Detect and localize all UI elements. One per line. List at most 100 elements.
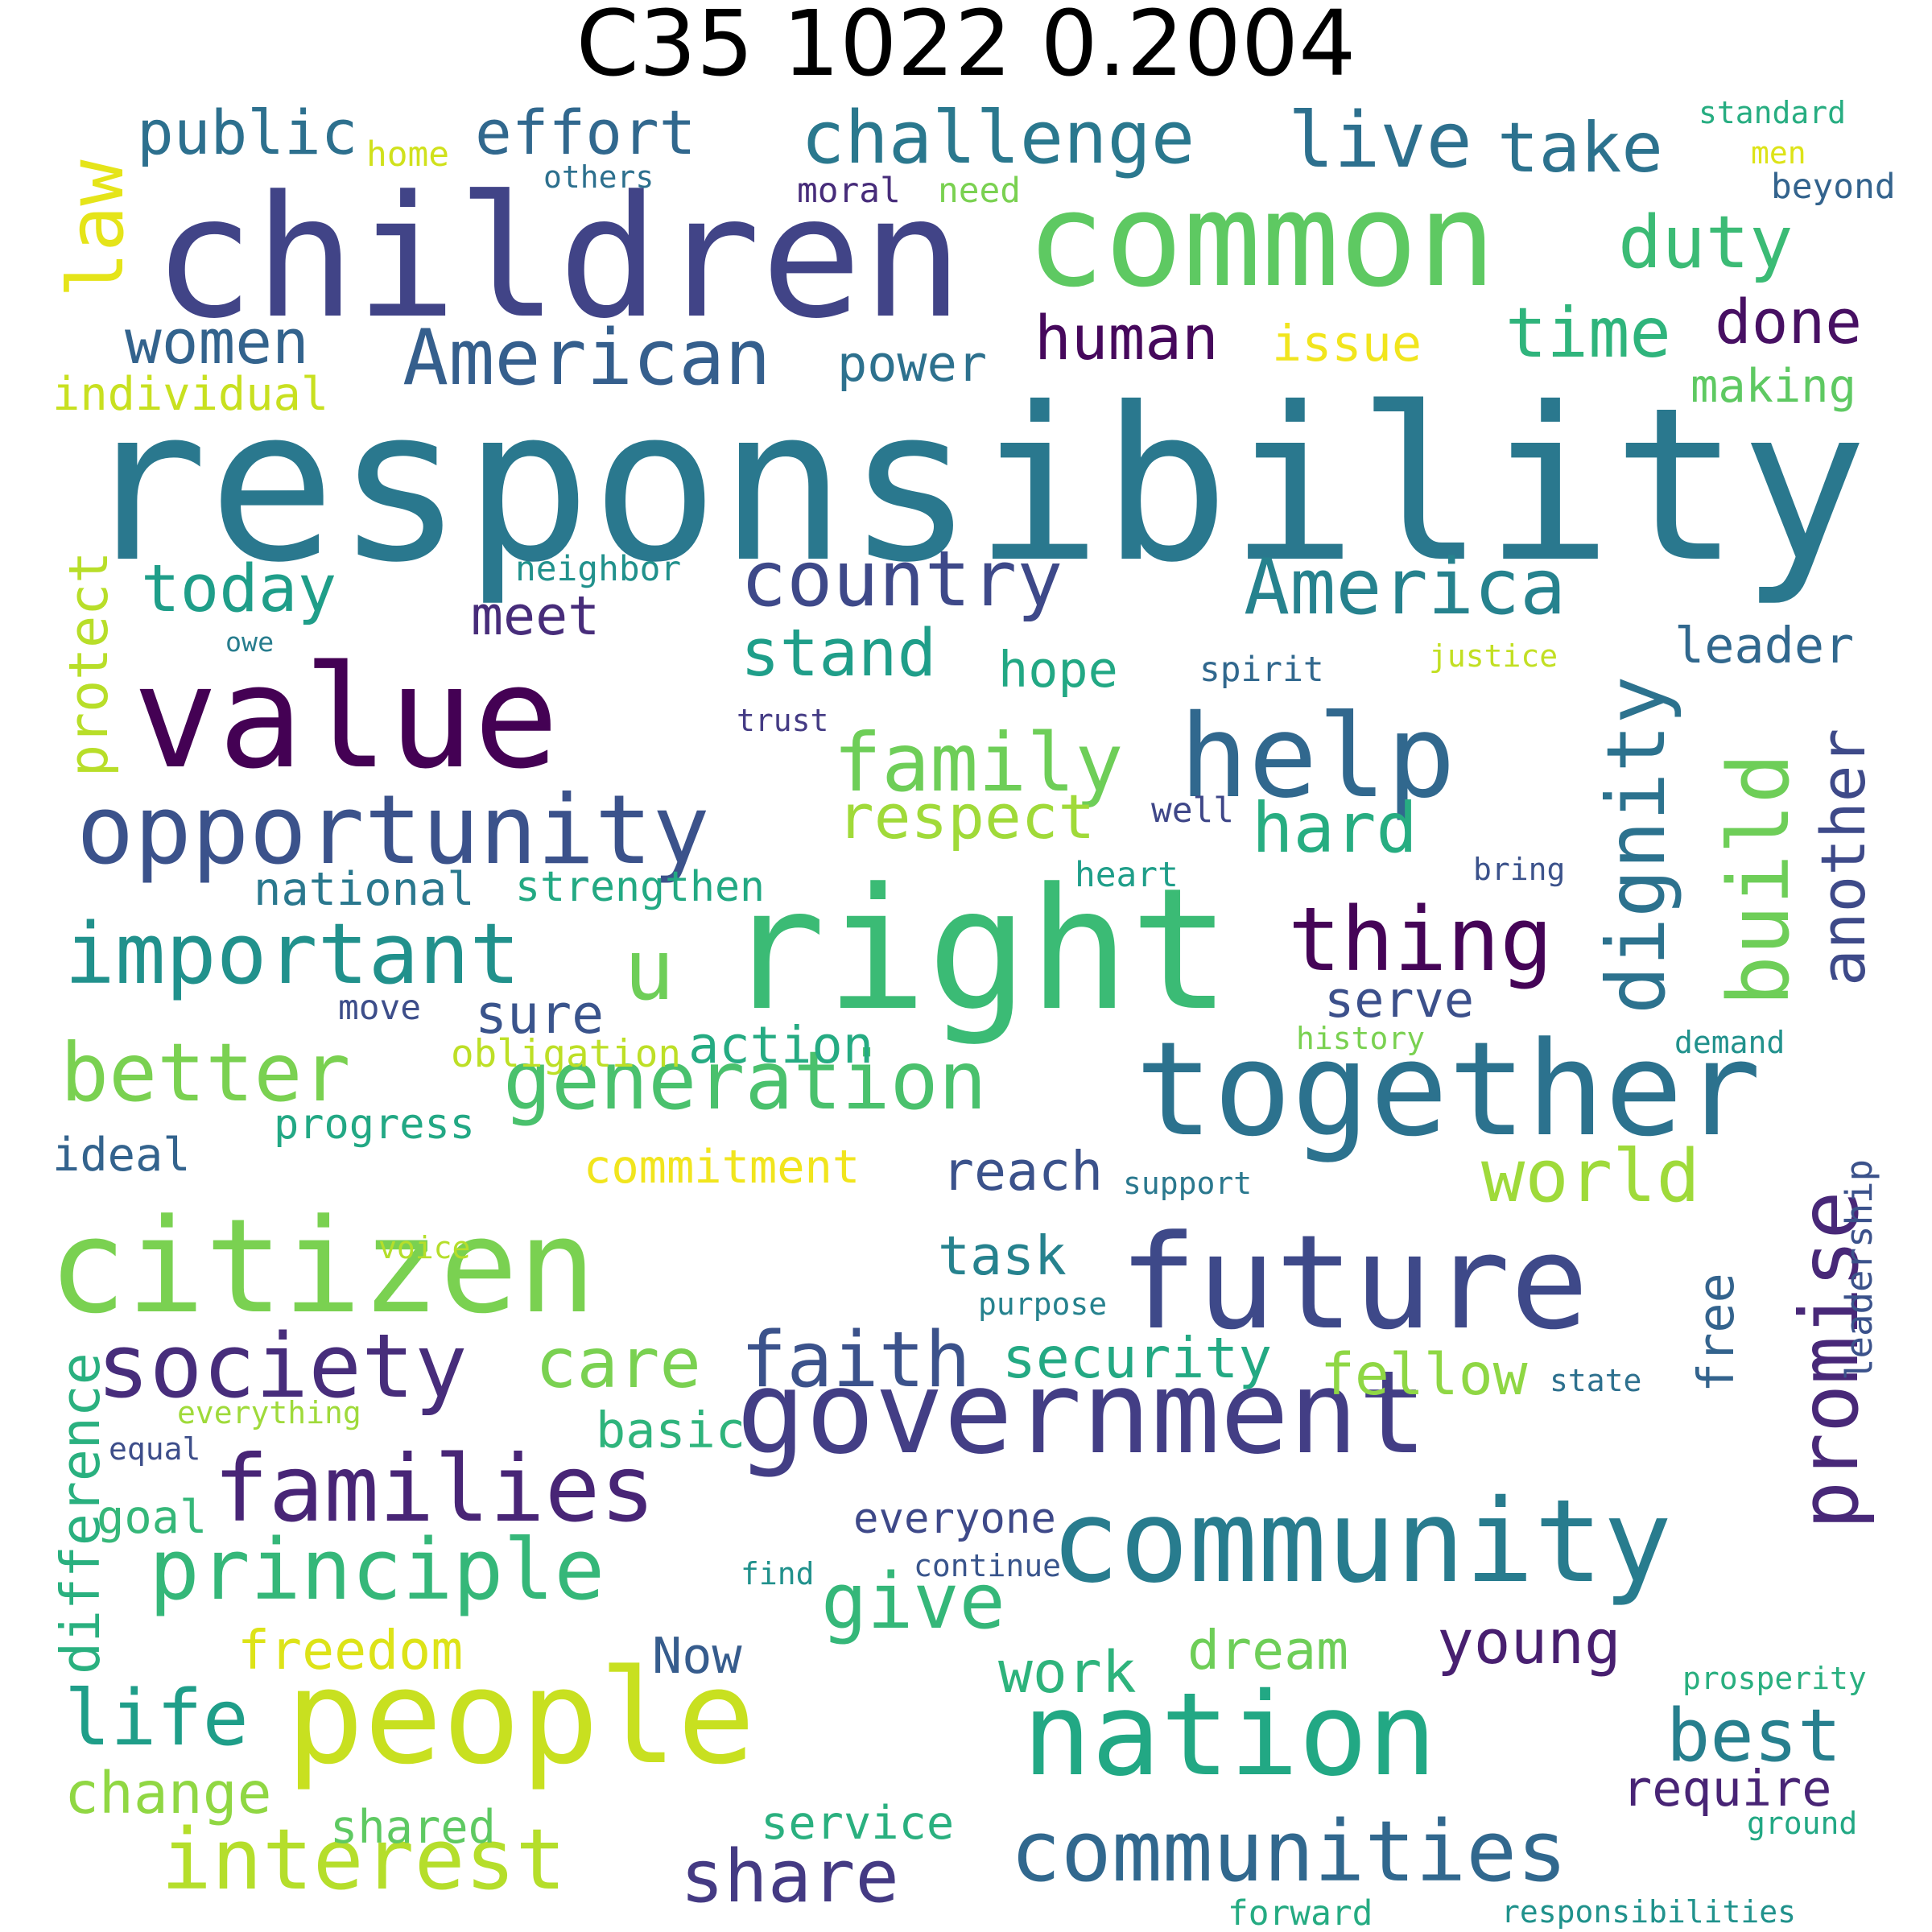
word-families: families — [213, 1435, 656, 1542]
word-freedom: freedom — [237, 1618, 464, 1682]
word-american: American — [402, 313, 771, 402]
word-give: give — [821, 1557, 1005, 1646]
word-take: take — [1497, 109, 1663, 189]
word-standard: standard — [1699, 95, 1847, 130]
word-ground: ground — [1747, 1806, 1858, 1841]
word-children: children — [153, 159, 964, 356]
word-difference: difference — [48, 1352, 112, 1674]
word-communities: communities — [1010, 1802, 1568, 1901]
word-trust: trust — [737, 703, 829, 738]
word-beyond: beyond — [1771, 167, 1896, 208]
word-challenge: challenge — [801, 96, 1195, 181]
word-stand: stand — [741, 616, 937, 692]
word-change: change — [64, 1759, 272, 1827]
word-support: support — [1123, 1166, 1253, 1201]
word-move: move — [338, 988, 422, 1029]
word-voice: voice — [378, 1230, 471, 1265]
word-well: well — [1151, 791, 1235, 832]
word-equal: equal — [109, 1431, 201, 1467]
word-country: country — [741, 535, 1063, 624]
word-common: common — [1026, 165, 1496, 317]
word-making: making — [1690, 359, 1856, 413]
word-ideal: ideal — [52, 1128, 191, 1182]
word-women: women — [125, 306, 309, 378]
word-citizen: citizen — [48, 1191, 597, 1344]
word-people: people — [286, 1642, 756, 1794]
word-meet: meet — [471, 584, 601, 647]
word-continue: continue — [914, 1548, 1062, 1583]
word-young: young — [1437, 1606, 1621, 1678]
word-power: power — [837, 334, 988, 393]
word-bring: bring — [1473, 852, 1566, 887]
word-task: task — [938, 1224, 1067, 1287]
word-shared: shared — [330, 1800, 496, 1854]
word-prosperity: prosperity — [1682, 1661, 1867, 1696]
word-now: Now — [652, 1626, 742, 1685]
word-neighbor: neighbor — [515, 549, 682, 590]
word-family: family — [833, 715, 1124, 810]
word-share: share — [680, 1835, 899, 1920]
word-value: value — [133, 635, 559, 800]
word-men: men — [1751, 135, 1806, 171]
word-best: best — [1666, 1694, 1842, 1779]
word-hope: hope — [998, 640, 1118, 699]
word-protect: protect — [56, 551, 120, 777]
word-build: build — [1709, 753, 1808, 1006]
word-work: work — [998, 1638, 1137, 1706]
word-community: community — [1051, 1474, 1673, 1608]
page-title: C35 1022 0.2004 — [576, 0, 1356, 97]
word-law: law — [52, 159, 141, 298]
word-others: others — [543, 159, 654, 195]
word-interest: interest — [161, 1810, 567, 1909]
word-serve: serve — [1324, 970, 1475, 1029]
word-duty: duty — [1618, 200, 1794, 286]
word-respect: respect — [837, 781, 1096, 852]
word-right: right — [724, 852, 1232, 1048]
word-spirit: spirit — [1199, 650, 1324, 691]
word-national: national — [254, 862, 475, 916]
word-strengthen: strengthen — [515, 862, 766, 911]
word-individual: individual — [52, 367, 329, 421]
word-everything: everything — [177, 1395, 361, 1430]
word-goal: goal — [97, 1490, 208, 1544]
word-state: state — [1550, 1363, 1642, 1398]
word-dream: dream — [1187, 1618, 1349, 1682]
word-public: public — [137, 97, 358, 168]
word-service: service — [761, 1796, 955, 1850]
word-today: today — [141, 551, 337, 628]
word-government: government — [737, 1345, 1427, 1480]
word-everyone: everyone — [853, 1494, 1056, 1544]
word-important: important — [64, 904, 521, 1003]
word-justice: justice — [1429, 638, 1558, 674]
word-history: history — [1296, 1021, 1426, 1056]
word-principle: principle — [149, 1520, 605, 1619]
word-action: action — [688, 1016, 874, 1076]
word-progress: progress — [274, 1100, 475, 1149]
word-sure: sure — [475, 982, 605, 1046]
word-thing: thing — [1288, 888, 1554, 991]
word-u: u — [624, 920, 675, 1019]
word-care: care — [535, 1324, 701, 1405]
word-security: security — [1002, 1325, 1273, 1391]
word-opportunity: opportunity — [76, 775, 710, 887]
word-owe: owe — [225, 625, 275, 658]
word-another: another — [1807, 728, 1879, 986]
word-obligation: obligation — [451, 1032, 681, 1077]
word-find: find — [741, 1556, 815, 1591]
word-moral: moral — [797, 171, 901, 212]
word-require: require — [1622, 1759, 1832, 1818]
word-home: home — [366, 134, 450, 175]
word-dignity: dignity — [1588, 675, 1683, 1014]
word-reach: reach — [942, 1139, 1104, 1203]
word-basic: basic — [596, 1401, 746, 1459]
word-america: America — [1244, 543, 1567, 632]
word-forward: forward — [1228, 1893, 1373, 1932]
word-time: time — [1505, 294, 1671, 374]
word-help: help — [1179, 689, 1456, 824]
word-live: live — [1288, 96, 1472, 185]
word-future: future — [1119, 1208, 1589, 1360]
word-responsibilities: responsibilities — [1501, 1894, 1797, 1930]
word-better: better — [60, 1025, 351, 1120]
word-faith: faith — [741, 1315, 971, 1405]
